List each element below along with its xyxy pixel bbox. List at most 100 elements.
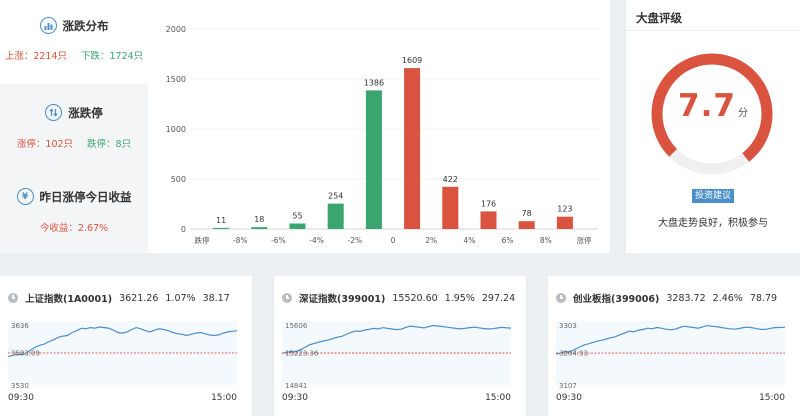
down-count: 下跌：1724只 xyxy=(81,51,144,62)
y-max-label: 3636 xyxy=(11,322,29,330)
x-tick-label: 4% xyxy=(463,236,475,245)
index-change: 38.17 xyxy=(202,292,230,304)
index-header: 上证指数(1A0001) 3621.26 1.07% 38.17 xyxy=(8,291,230,305)
market-stats-panel: 涨跌分布 上涨：2214只 下跌：1724只 涨跌停 涨停：102只 跌停：8只… xyxy=(0,0,148,253)
price-line xyxy=(7,326,238,358)
x-tick-label: -2% xyxy=(347,236,362,245)
bar-value-label: 1386 xyxy=(364,78,384,87)
index-intraday-chart: 15606 15223.36 14841 09:30 15:00 xyxy=(281,321,511,403)
y-prev-close-label: 3204.93 xyxy=(559,350,588,358)
index-name: 上证指数(1A0001) xyxy=(25,294,113,305)
rating-score: 7.7 分 xyxy=(626,88,800,124)
clock-icon xyxy=(282,293,292,303)
index-change-pct: 2.46% xyxy=(712,292,743,304)
limit-title-row: 涨跌停 xyxy=(0,104,148,121)
y-tick-label: 1500 xyxy=(166,75,186,84)
yesterday-block: ¥ 昨日涨停今日收益 今收益：2.67% xyxy=(0,168,148,253)
plot-area xyxy=(8,321,237,385)
rating-score-number: 7.7 xyxy=(678,88,736,124)
x-tick-label: 跌停 xyxy=(195,235,210,245)
rating-gauge xyxy=(651,53,773,175)
time-end-label: 15:00 xyxy=(485,393,511,403)
bar xyxy=(518,221,535,229)
index-intraday-chart: 3636 3583.09 3530 09:30 15:00 xyxy=(7,321,238,403)
y-tick-label: 0 xyxy=(181,225,186,234)
bar xyxy=(365,90,382,230)
bar-value-label: 422 xyxy=(443,175,458,184)
limit-down-count: 跌停：8只 xyxy=(87,139,132,150)
rating-score-unit: 分 xyxy=(737,108,748,119)
limit-up-count: 涨停：102只 xyxy=(16,139,74,150)
bar xyxy=(442,186,459,229)
x-tick-label: -4% xyxy=(309,236,324,245)
bar-value-label: 254 xyxy=(328,192,343,201)
y-min-label: 3530 xyxy=(11,382,29,390)
index-price: 15520.60 xyxy=(392,292,438,304)
time-end-label: 15:00 xyxy=(211,393,237,403)
bar xyxy=(556,216,573,229)
index-card-sh[interactable]: 上证指数(1A0001) 3621.26 1.07% 38.17 3636 358… xyxy=(0,276,252,416)
up-count: 上涨：2214只 xyxy=(4,51,67,62)
investment-advice-button[interactable]: 投资建议 xyxy=(692,189,734,203)
y-tick-label: 1000 xyxy=(166,125,186,134)
index-change: 297.24 xyxy=(481,292,516,304)
bar xyxy=(327,203,344,229)
index-intraday-chart: 3303 3204.93 3107 09:30 15:00 xyxy=(555,321,786,403)
distribution-chart-panel: 0 500 1000 1500 2000 11 18 55 254 1386 1609 422 176 7… xyxy=(148,0,610,253)
index-name: 深证指数(399001) xyxy=(299,294,386,305)
x-tick-label: 8% xyxy=(540,236,552,245)
rating-divider xyxy=(626,30,800,31)
rating-title: 大盘评级 xyxy=(636,11,682,25)
y-min-label: 3107 xyxy=(559,382,577,390)
x-tick-label: 0 xyxy=(391,236,396,245)
bar-value-label: 11 xyxy=(216,216,226,225)
index-change: 78.79 xyxy=(749,292,778,304)
y-max-label: 3303 xyxy=(559,322,577,330)
bar xyxy=(480,211,497,229)
bar xyxy=(289,223,306,229)
x-tick-label: 涨停 xyxy=(577,235,592,245)
y-max-label: 15606 xyxy=(285,322,308,330)
price-line xyxy=(555,324,786,355)
bar-value-label: 176 xyxy=(481,199,496,208)
y-tick-label: 500 xyxy=(171,175,186,184)
bar xyxy=(404,68,421,229)
yesterday-values: 今收益：2.67% xyxy=(0,220,148,234)
time-end-label: 15:00 xyxy=(759,393,785,403)
index-change-pct: 1.07% xyxy=(165,292,196,304)
bar-value-label: 123 xyxy=(557,205,572,214)
index-header: 深证指数(399001) 15520.60 1.95% 297.24 xyxy=(282,291,515,305)
index-change-pct: 1.95% xyxy=(444,292,475,304)
y-min-label: 14841 xyxy=(285,382,307,390)
bar-value-label: 55 xyxy=(292,212,302,221)
clock-icon xyxy=(8,293,18,303)
y-tick-label: 2000 xyxy=(166,25,186,34)
index-card-sz[interactable]: 深证指数(399001) 15520.60 1.95% 297.24 15606… xyxy=(274,276,526,416)
plot-area xyxy=(556,321,785,385)
time-start-label: 09:30 xyxy=(8,393,34,403)
clock-icon xyxy=(556,293,566,303)
limit-values: 涨停：102只 跌停：8只 xyxy=(0,136,148,150)
x-tick-label: 2% xyxy=(425,236,437,245)
bar-value-label: 1609 xyxy=(402,56,422,65)
yen-icon: ¥ xyxy=(16,188,34,205)
distribution-title: 涨跌分布 xyxy=(62,18,109,33)
exchange-icon xyxy=(45,104,63,121)
yesterday-title-row: ¥ 昨日涨停今日收益 xyxy=(0,188,148,205)
bar-value-label: 18 xyxy=(254,215,264,224)
distribution-block: 涨跌分布 上涨：2214只 下跌：1724只 xyxy=(0,0,148,84)
gauge-arc xyxy=(651,53,773,162)
rating-description: 大盘走势良好，积极参与 xyxy=(658,218,768,229)
index-price: 3283.72 xyxy=(666,292,706,304)
index-name: 创业板指(399006) xyxy=(573,294,660,305)
x-tick-label: 6% xyxy=(502,236,514,245)
x-tick-label: -8% xyxy=(233,236,248,245)
bar xyxy=(251,227,268,229)
yesterday-title: 昨日涨停今日收益 xyxy=(39,189,132,204)
distribution-title-row: 涨跌分布 xyxy=(0,17,148,34)
limit-title: 涨跌停 xyxy=(68,105,103,120)
y-prev-close-label: 3583.09 xyxy=(11,349,40,357)
bar xyxy=(213,227,230,229)
y-prev-close-label: 15223.36 xyxy=(285,350,319,358)
index-card-cyb[interactable]: 创业板指(399006) 3283.72 2.46% 78.79 3303 320… xyxy=(548,276,800,416)
